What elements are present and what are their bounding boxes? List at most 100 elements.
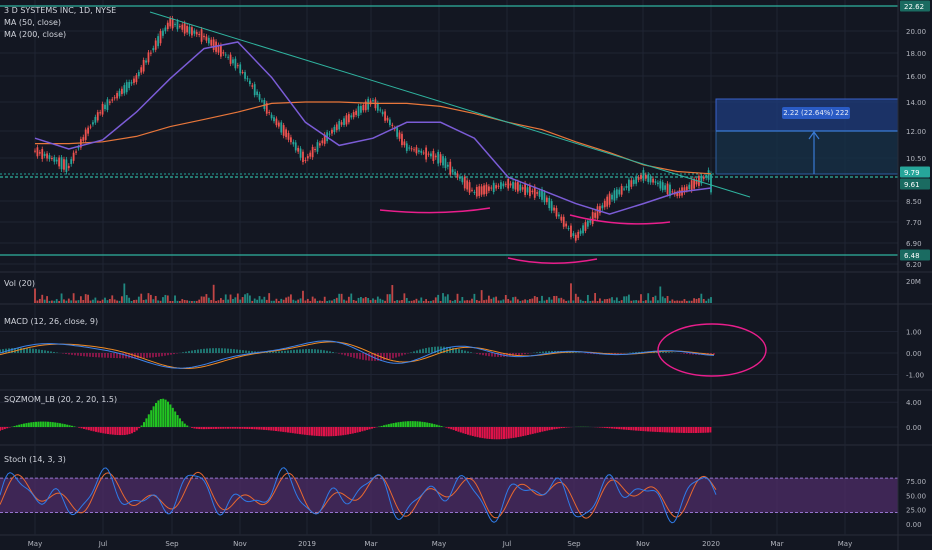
candle-body [427, 153, 430, 155]
macd-hist-bar [482, 353, 484, 356]
sqz-bar [131, 427, 133, 434]
volume-bar [628, 294, 630, 303]
macd-hist-bar [713, 353, 715, 355]
volume-bar [316, 300, 319, 303]
price-tick-label: 10.50 [906, 155, 926, 163]
macd-hist-bar [11, 348, 13, 353]
candle-body [705, 175, 708, 178]
sqz-bar [368, 427, 371, 430]
sqz-bar [651, 427, 654, 432]
macd-hist-bar [44, 350, 46, 353]
volume-bar [519, 300, 522, 303]
sqz-bar [359, 427, 361, 432]
candle-body [51, 157, 53, 159]
macd-hist-bar [521, 353, 523, 355]
volume-bar [232, 299, 234, 303]
macd-pane[interactable] [0, 323, 767, 377]
volume-bar [504, 295, 507, 303]
candle-body [526, 187, 529, 193]
volume-bar [343, 299, 345, 303]
volume-bar [41, 294, 44, 303]
squeeze-momentum-pane[interactable] [0, 398, 712, 440]
sqz-bar [133, 427, 136, 433]
candle-body [410, 148, 413, 150]
volume-bar [145, 299, 147, 303]
sqz-bar [445, 427, 448, 428]
macd-pane-title: MACD (12, 26, close, 9) [4, 317, 98, 326]
volume-bar [261, 299, 263, 303]
sqz-bar [111, 427, 114, 435]
volume-bar [625, 296, 628, 303]
sqz-bar [13, 426, 16, 427]
macd-hist-bar [374, 353, 376, 361]
candle-body [362, 104, 365, 111]
sqz-bar [0, 427, 1, 431]
sqz-bar [601, 427, 604, 428]
stochastic-pane[interactable] [0, 467, 898, 524]
candle-body [63, 159, 65, 170]
volume-bar [104, 297, 106, 303]
volume-bar [130, 300, 133, 303]
volume-bar [432, 300, 435, 303]
price-tick-label: 18.00 [906, 50, 926, 58]
candle-body [376, 102, 379, 111]
volume-pane[interactable] [34, 283, 712, 303]
volume-bar [401, 300, 403, 303]
macd-hist-bar [275, 351, 277, 353]
sqz-bar [407, 421, 409, 427]
ma50-line [34, 41, 712, 215]
stoch-k-line [0, 467, 717, 524]
sqz-bar [229, 427, 232, 429]
volume-bar [533, 296, 536, 303]
sqz-bar [63, 424, 66, 427]
sqz-bar [203, 427, 205, 430]
macd-hist-bar [197, 349, 199, 353]
candle-body [601, 205, 604, 209]
macd-hist-bar [305, 349, 307, 353]
candle-body [500, 182, 502, 189]
candle-body [323, 134, 326, 144]
candle-body [659, 181, 662, 189]
volume-bar [248, 295, 251, 303]
sqz-bar [299, 427, 301, 435]
volume-bar [700, 293, 703, 303]
volume-bar [149, 294, 152, 303]
sqz-bar [248, 427, 251, 430]
measure-label-bg [782, 107, 850, 119]
sqz-bar [671, 427, 673, 433]
sqz-bar [296, 427, 299, 434]
volume-bar [644, 300, 647, 303]
volume-bar [620, 300, 623, 303]
candle-body [191, 27, 193, 36]
candle-body [543, 192, 546, 203]
sqz-bar [447, 427, 450, 429]
sqz-bar [15, 425, 18, 427]
volume-bar [314, 298, 316, 303]
macd-hist-bar [401, 353, 403, 356]
macd-hist-bar [332, 352, 334, 353]
volume-bar [637, 300, 640, 303]
sqz-bar [510, 427, 513, 439]
volume-bar [72, 293, 75, 303]
candle-body [475, 186, 478, 197]
candle-body [620, 186, 623, 195]
sqz-bar [426, 422, 429, 427]
volume-bar [562, 299, 565, 303]
volume-bar [118, 300, 121, 303]
volume-bar [439, 300, 442, 303]
volume-bar [483, 300, 485, 303]
sqz-bar [61, 423, 64, 427]
volume-bar [396, 300, 399, 303]
candle-body [292, 141, 295, 145]
volume-bar [376, 296, 379, 303]
sqz-bar [49, 421, 52, 427]
volume-bar [417, 300, 420, 303]
price-pane[interactable] [0, 5, 899, 264]
sqz-bar [243, 427, 246, 429]
volume-bar [176, 300, 179, 303]
volume-bar [615, 297, 618, 303]
volume-bar [299, 298, 302, 303]
candle-body [480, 186, 483, 195]
macd-hist-bar [458, 349, 460, 353]
